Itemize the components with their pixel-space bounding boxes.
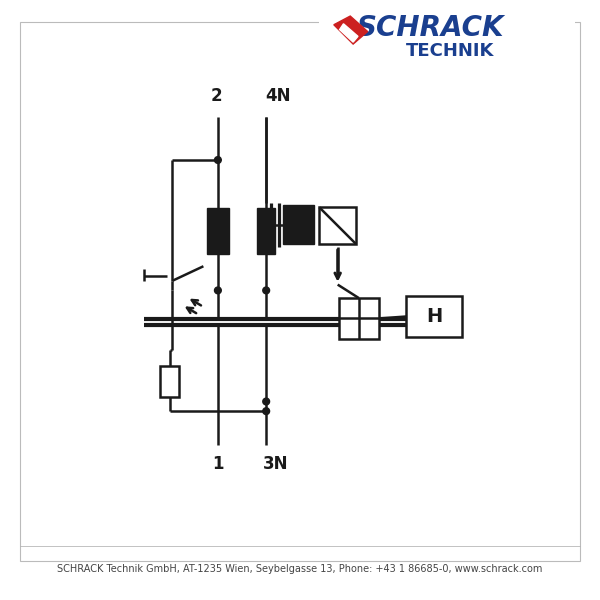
Circle shape (263, 398, 269, 405)
Bar (160, 366, 179, 397)
Bar (338, 298, 379, 339)
Bar (257, 208, 275, 254)
Polygon shape (334, 16, 368, 44)
Text: 4N: 4N (265, 87, 290, 105)
Circle shape (263, 408, 269, 415)
Bar (283, 205, 314, 244)
Text: H: H (426, 307, 442, 326)
Bar (207, 208, 229, 254)
Text: TECHNIK: TECHNIK (406, 42, 494, 60)
Circle shape (263, 287, 269, 294)
Circle shape (215, 157, 221, 163)
Text: 3N: 3N (263, 455, 289, 473)
Bar (406, 296, 462, 337)
Text: 1: 1 (212, 455, 224, 473)
Bar (319, 17, 575, 83)
Text: SCHRACK Technik GmbH, AT-1235 Wien, Seybelgasse 13, Phone: +43 1 86685-0, www.sc: SCHRACK Technik GmbH, AT-1235 Wien, Seyb… (58, 563, 542, 574)
Text: 2: 2 (210, 87, 222, 105)
Bar (319, 208, 356, 244)
Circle shape (215, 287, 221, 294)
Polygon shape (340, 24, 358, 42)
Circle shape (263, 220, 269, 226)
Text: SCHRACK: SCHRACK (356, 14, 504, 41)
